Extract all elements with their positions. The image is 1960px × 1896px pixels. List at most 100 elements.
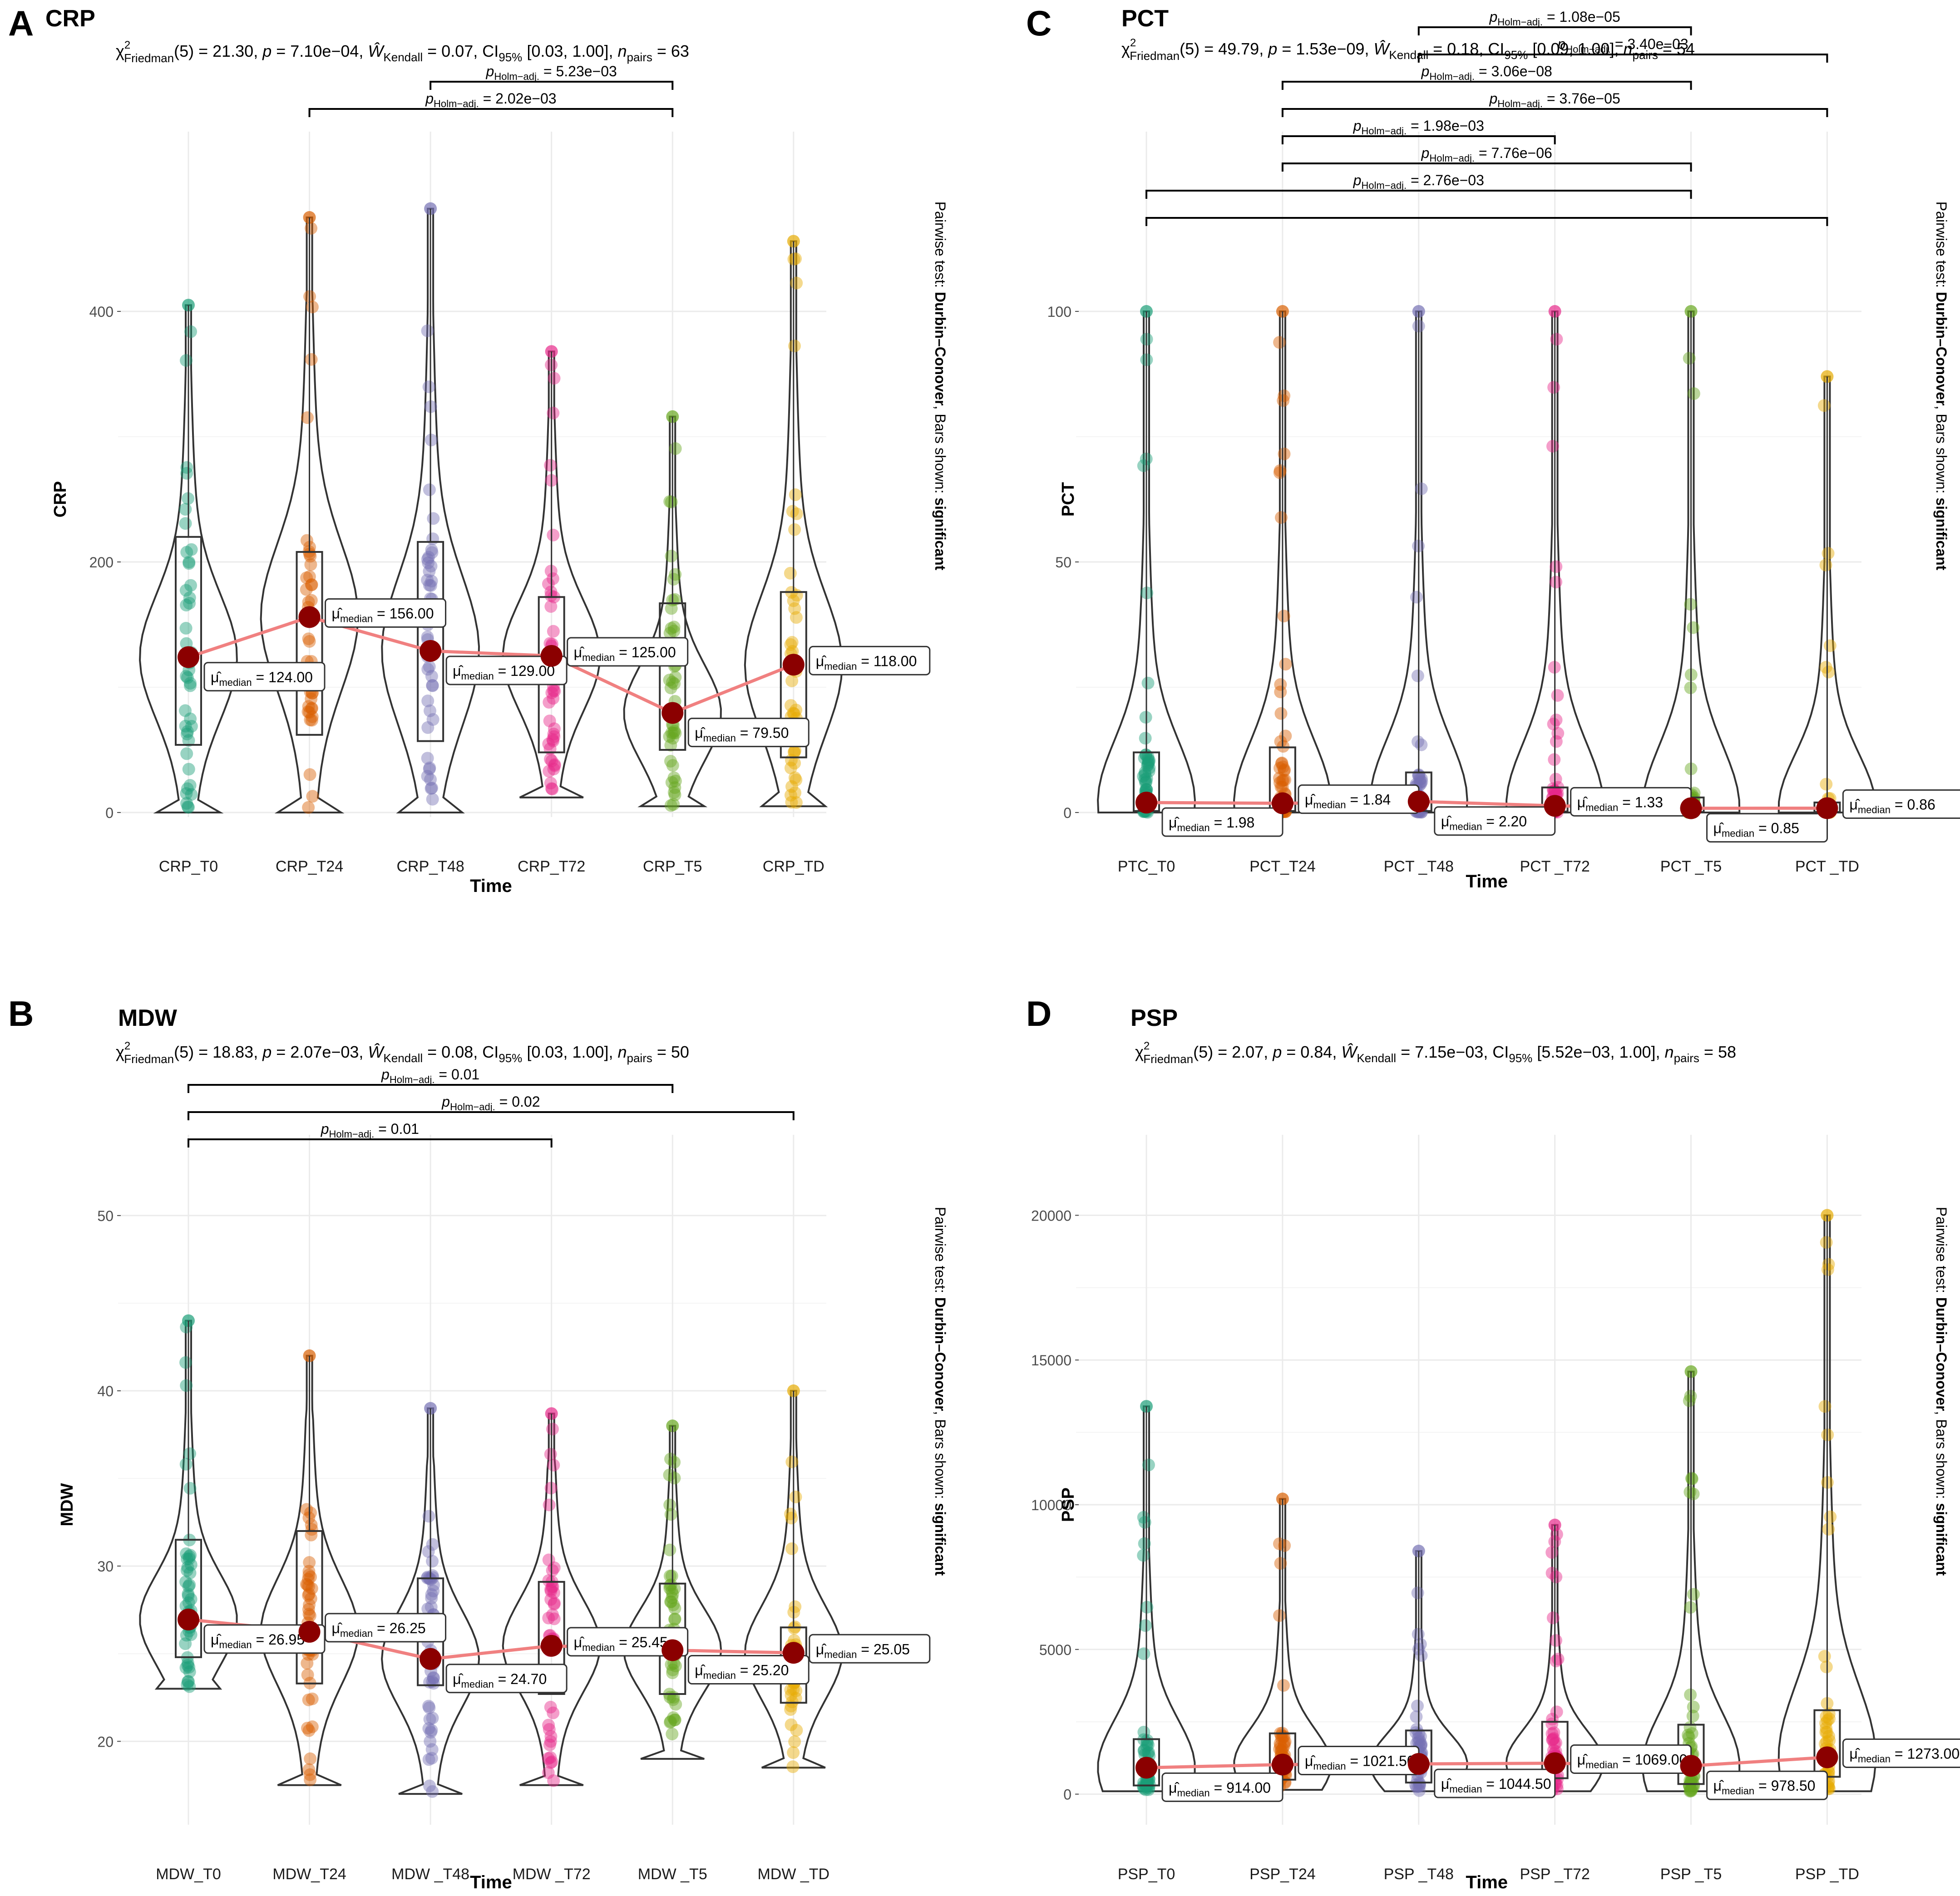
data-point	[1818, 1650, 1831, 1663]
data-point	[1141, 758, 1155, 771]
data-point	[425, 1601, 438, 1614]
data-point	[666, 1693, 680, 1706]
data-point	[303, 635, 316, 648]
data-point	[668, 788, 681, 802]
data-point	[790, 611, 803, 624]
data-point	[305, 222, 318, 235]
stat-chi-value: (5) = 2.07,	[1193, 1043, 1273, 1061]
data-point	[302, 1568, 316, 1581]
median-value: = 129.00	[494, 663, 555, 679]
data-point	[545, 754, 558, 768]
stat-p-symbol: p	[1268, 39, 1277, 58]
median-value: = 24.70	[494, 1671, 547, 1687]
median-value: = 124.00	[252, 669, 313, 685]
data-point	[1550, 333, 1563, 346]
data-point	[546, 1580, 559, 1593]
data-point	[787, 1683, 800, 1696]
data-point	[669, 1660, 682, 1673]
data-point	[1140, 1739, 1153, 1753]
data-point	[1279, 1735, 1292, 1748]
p-value: = 0.02	[495, 1093, 540, 1110]
y-tick-label: 40	[97, 1383, 114, 1399]
data-point	[1141, 753, 1155, 766]
data-point	[422, 380, 435, 394]
median-line	[188, 615, 795, 715]
data-point	[669, 442, 682, 455]
data-point	[180, 354, 193, 367]
data-point	[790, 276, 803, 290]
data-point	[667, 726, 680, 739]
data-point	[305, 692, 318, 705]
data-point	[1277, 610, 1290, 623]
side-prefix: Pairwise test:	[1933, 202, 1950, 292]
data-point	[1683, 1779, 1696, 1792]
data-point	[1278, 448, 1291, 461]
data-point	[182, 1675, 195, 1688]
data-point	[423, 761, 436, 774]
stat-ci-value: [0.03, 1.00],	[522, 42, 617, 60]
stat-p-symbol: p	[262, 42, 272, 60]
data-point	[1137, 1647, 1150, 1660]
p-subscript: Holm−adj.	[390, 1074, 435, 1085]
data-point	[1274, 780, 1288, 793]
mu-subscript: median	[340, 1628, 373, 1639]
side-mid: , Bars shown:	[932, 406, 948, 498]
data-point	[1550, 1655, 1563, 1668]
side-shown: significant	[1933, 497, 1950, 570]
data-point	[1685, 1472, 1698, 1486]
data-point	[1822, 1523, 1835, 1536]
p-subscript: Holm−adj.	[1361, 180, 1407, 191]
x-tick-label: PSP _T48	[1384, 1866, 1454, 1883]
p-symbol: p	[1353, 118, 1362, 134]
data-point	[183, 1566, 197, 1580]
data-point	[1276, 1742, 1289, 1755]
group-CRP_T48	[381, 202, 480, 813]
comparison-bracket	[1145, 217, 1828, 226]
data-point	[666, 676, 679, 689]
x-tick-label: MDW _T5	[638, 1866, 707, 1883]
data-point	[302, 1580, 316, 1593]
panel-letter: D	[1026, 994, 1052, 1034]
data-point	[422, 1753, 435, 1766]
data-point	[427, 1671, 440, 1684]
median-value: = 26.95	[252, 1631, 305, 1648]
data-point	[663, 1582, 676, 1595]
stat-ci-value: [0.03, 1.00],	[522, 1043, 617, 1061]
median-label-text: μ̂median = 1273.00	[1849, 1745, 1960, 1764]
data-point	[1274, 1737, 1287, 1750]
median-label-text: μ̂median = 1.33	[1577, 794, 1663, 813]
data-point	[547, 684, 560, 697]
data-point	[1546, 440, 1559, 453]
median-label: μ̂median = 0.85	[1706, 813, 1828, 843]
data-point	[1137, 1781, 1150, 1794]
median-value: = 978.50	[1754, 1778, 1815, 1794]
data-point	[1276, 760, 1289, 773]
data-point	[785, 1689, 798, 1702]
data-point	[1823, 639, 1837, 652]
data-point	[306, 300, 319, 314]
data-point	[548, 1612, 561, 1625]
data-point	[1274, 685, 1287, 699]
data-point	[543, 753, 557, 766]
data-point	[182, 1596, 195, 1609]
data-point	[663, 674, 676, 687]
data-point	[785, 1718, 798, 1731]
data-point	[1823, 1712, 1836, 1725]
p-symbol: p	[1421, 145, 1430, 161]
data-point	[1415, 738, 1428, 751]
median-label: μ̂median = 79.50	[687, 718, 810, 748]
mu-subscript: median	[1449, 1783, 1482, 1795]
data-point	[306, 790, 319, 803]
data-point	[1545, 1717, 1559, 1730]
stat-p-value: = 2.07e−03,	[272, 1043, 368, 1061]
data-point	[1413, 1784, 1426, 1797]
data-point	[425, 1752, 438, 1765]
side-shown: significant	[932, 497, 948, 570]
data-point	[302, 632, 315, 645]
data-point	[548, 1598, 561, 1611]
p-value: = 3.06e−08	[1475, 63, 1552, 79]
data-point	[425, 543, 438, 556]
bracket-line	[1145, 217, 1828, 226]
median-value: = 1273.00	[1891, 1745, 1960, 1762]
data-point	[1820, 1721, 1833, 1734]
